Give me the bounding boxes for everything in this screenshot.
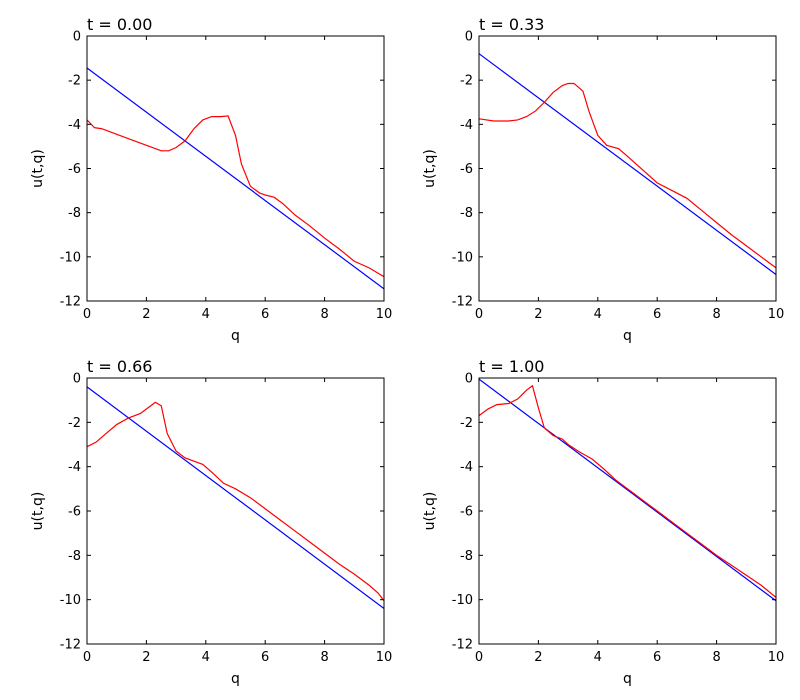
x-tick-label: 8 xyxy=(712,650,720,665)
x-tick-label: 4 xyxy=(594,650,602,665)
x-tick-label: 0 xyxy=(83,307,91,322)
y-tick-label: -2 xyxy=(460,416,473,431)
subplot-4: 0 2 4 6 8 10 0 -2 -4 -6 -8 -10 -12 t = 1.00 q u(t,q) xyxy=(422,357,784,687)
x-tick-label: 10 xyxy=(768,650,785,665)
x-tick-label: 10 xyxy=(768,307,785,322)
y-tick-label: -10 xyxy=(60,250,81,265)
series-line-2 xyxy=(87,401,384,602)
y-tick-label: -6 xyxy=(460,162,473,177)
y-tick-label: -2 xyxy=(68,416,81,431)
y-axis-label: u(t,q) xyxy=(30,492,46,531)
x-tick-label: 6 xyxy=(261,307,269,322)
x-tick-label: 8 xyxy=(320,307,328,322)
y-tick-label: -8 xyxy=(68,206,81,221)
y-tick-label: 0 xyxy=(73,372,81,387)
subplot-title: t = 1.00 xyxy=(479,357,544,376)
subplot-2: 0 2 4 6 8 10 0 -2 -4 -6 -8 -10 -12 t = 0.33 q u(t,q) xyxy=(422,15,784,344)
x-tick-label: 4 xyxy=(202,650,210,665)
y-tick-label: -10 xyxy=(60,593,81,608)
x-tick-label: 6 xyxy=(261,650,269,665)
x-tick-label: 2 xyxy=(142,307,150,322)
y-tick-label: -2 xyxy=(460,74,473,89)
x-tick-label: 0 xyxy=(475,307,483,322)
x-tick-label: 4 xyxy=(594,307,602,322)
series-line-1 xyxy=(479,378,776,602)
x-tick-label: 0 xyxy=(83,650,91,665)
x-tick-label: 8 xyxy=(320,650,328,665)
y-tick-label: -4 xyxy=(460,118,473,133)
x-tick-label: 0 xyxy=(475,650,483,665)
y-tick-label: -10 xyxy=(452,593,473,608)
x-axis-label: q xyxy=(623,328,632,344)
y-tick-label: -4 xyxy=(68,118,81,133)
y-tick-label: 0 xyxy=(465,372,473,387)
subplot-1: 0 2 4 6 8 10 0 -2 -4 -6 -8 -10 -12 t = 0.00 q u(t,q) xyxy=(30,15,392,344)
series-line-2 xyxy=(87,115,384,278)
y-tick-label: -12 xyxy=(452,638,473,653)
y-axis-label: u(t,q) xyxy=(422,149,438,188)
y-tick-label: -12 xyxy=(60,638,81,653)
series-line-2 xyxy=(479,384,776,598)
axes-frame xyxy=(86,377,385,645)
y-tick-label: -12 xyxy=(60,295,81,310)
y-tick-label: -4 xyxy=(460,460,473,475)
x-tick-label: 6 xyxy=(653,307,661,322)
x-axis-label: q xyxy=(231,671,240,687)
y-tick-label: -12 xyxy=(452,295,473,310)
series-line-1 xyxy=(479,53,776,275)
y-tick-label: 0 xyxy=(465,30,473,45)
x-tick-label: 8 xyxy=(712,307,720,322)
axes-frame xyxy=(86,35,385,302)
series-line-1 xyxy=(87,67,384,290)
axes-frame xyxy=(478,35,777,302)
x-tick-label: 2 xyxy=(534,650,542,665)
y-axis-label: u(t,q) xyxy=(30,149,46,188)
y-tick-label: -4 xyxy=(68,460,81,475)
subplot-title: t = 0.00 xyxy=(87,15,152,34)
x-axis-label: q xyxy=(231,328,240,344)
subplot-title: t = 0.66 xyxy=(87,357,152,376)
x-tick-label: 10 xyxy=(376,650,393,665)
y-tick-label: -6 xyxy=(68,505,81,520)
y-tick-label: -8 xyxy=(68,549,81,564)
y-tick-label: 0 xyxy=(73,30,81,45)
y-tick-label: -6 xyxy=(68,162,81,177)
y-tick-label: -8 xyxy=(460,206,473,221)
x-tick-label: 2 xyxy=(534,307,542,322)
x-tick-label: 6 xyxy=(653,650,661,665)
subplot-title: t = 0.33 xyxy=(479,15,544,34)
y-tick-label: -10 xyxy=(452,250,473,265)
x-tick-label: 4 xyxy=(202,307,210,322)
x-tick-label: 2 xyxy=(142,650,150,665)
series-line-1 xyxy=(87,386,384,610)
y-axis-label: u(t,q) xyxy=(422,492,438,531)
x-axis-label: q xyxy=(623,671,632,687)
axes-frame xyxy=(478,377,777,645)
subplot-3: 0 2 4 6 8 10 0 -2 -4 -6 -8 -10 -12 t = 0.66 q u(t,q) xyxy=(30,357,392,687)
y-tick-label: -6 xyxy=(460,505,473,520)
x-tick-label: 10 xyxy=(376,307,393,322)
y-tick-label: -8 xyxy=(460,549,473,564)
y-tick-label: -2 xyxy=(68,74,81,89)
series-line-2 xyxy=(479,82,776,269)
